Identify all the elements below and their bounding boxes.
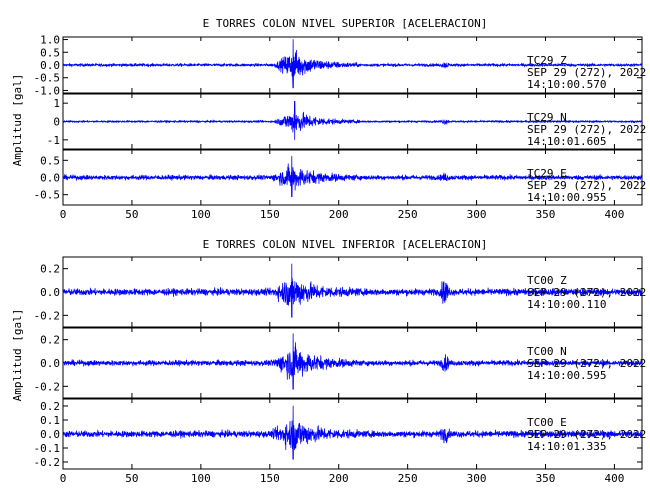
ytick-label-c0-s0-2: 0.0 xyxy=(40,59,60,72)
chart-title-upper: E TORRES COLON NIVEL SUPERIOR [ACELERACI… xyxy=(203,17,488,30)
xtick-label-c1-3: 150 xyxy=(260,472,280,485)
xtick-label-c1-7: 350 xyxy=(536,472,556,485)
date-label-c0-s1: SEP 29 (272), 2022 xyxy=(527,123,646,136)
ylabel-upper: Amplitud [gal] xyxy=(11,74,24,167)
time-label-c1-s0: 14:10:00.110 xyxy=(527,298,606,311)
ytick-label-c1-s1-0: 0.2 xyxy=(40,334,60,347)
ytick-label-c0-s0-4: -1.0 xyxy=(34,84,61,97)
trace-tc00-z xyxy=(62,263,643,318)
ytick-label-c0-s2-1: 0.0 xyxy=(40,172,60,185)
date-label-c1-s0: SEP 29 (272), 2022 xyxy=(527,286,646,299)
channel-label-c1-s1: TC00 N xyxy=(527,345,567,358)
xtick-label-c0-2: 100 xyxy=(191,208,211,221)
ytick-label-c1-s2-1: 0.1 xyxy=(40,414,60,427)
xtick-label-c1-6: 300 xyxy=(467,472,487,485)
xtick-label-c0-8: 400 xyxy=(604,208,624,221)
trace-tc00-n xyxy=(62,333,643,390)
time-label-c0-s0: 14:10:00.570 xyxy=(527,78,606,91)
ytick-label-c1-s2-0: 0.2 xyxy=(40,400,60,413)
ytick-label-c1-s1-1: 0.0 xyxy=(40,357,60,370)
xtick-label-c0-7: 350 xyxy=(536,208,556,221)
ylabel-lower: Amplitud [gal] xyxy=(11,309,24,402)
time-label-c1-s1: 14:10:00.595 xyxy=(527,369,606,382)
ytick-label-c0-s0-0: 1.0 xyxy=(40,34,60,47)
trace-tc29-e xyxy=(62,155,643,198)
trace-tc00-e xyxy=(62,405,643,460)
xtick-label-c0-4: 200 xyxy=(329,208,349,221)
ytick-label-c0-s2-2: -0.5 xyxy=(34,189,61,202)
xtick-label-c1-1: 50 xyxy=(125,472,138,485)
date-label-c1-s2: SEP 29 (272), 2022 xyxy=(527,428,646,441)
xtick-label-c0-1: 50 xyxy=(125,208,138,221)
trace-tc29-z xyxy=(62,39,643,89)
xtick-label-c0-0: 0 xyxy=(60,208,67,221)
ytick-label-c0-s2-0: 0.5 xyxy=(40,154,60,167)
xtick-label-c1-8: 400 xyxy=(604,472,624,485)
ytick-label-c0-s1-0: 1 xyxy=(53,97,60,110)
ytick-label-c1-s2-2: 0.0 xyxy=(40,428,60,441)
ytick-label-c1-s0-2: -0.2 xyxy=(34,309,61,322)
xtick-label-c0-5: 250 xyxy=(398,208,418,221)
chart-title-lower: E TORRES COLON NIVEL INFERIOR [ACELERACI… xyxy=(203,238,488,251)
time-label-c0-s1: 14:10:01.605 xyxy=(527,135,606,148)
date-label-c0-s2: SEP 29 (272), 2022 xyxy=(527,179,646,192)
channel-label-c0-s1: TC29 N xyxy=(527,111,567,124)
xtick-label-c1-5: 250 xyxy=(398,472,418,485)
ytick-label-c1-s1-2: -0.2 xyxy=(34,380,61,393)
ytick-label-c0-s0-3: -0.5 xyxy=(34,72,61,85)
channel-label-c1-s2: TC00 E xyxy=(527,416,567,429)
time-label-c0-s2: 14:10:00.955 xyxy=(527,191,606,204)
channel-label-c0-s2: TC29 E xyxy=(527,167,567,180)
ytick-label-c0-s1-1: 0 xyxy=(53,116,60,129)
channel-label-c1-s0: TC00 Z xyxy=(527,274,567,287)
ytick-label-c1-s0-0: 0.2 xyxy=(40,263,60,276)
ytick-label-c1-s0-1: 0.0 xyxy=(40,286,60,299)
xtick-label-c0-3: 150 xyxy=(260,208,280,221)
ytick-label-c0-s1-2: -1 xyxy=(47,134,60,147)
channel-label-c0-s0: TC29 Z xyxy=(527,54,567,67)
xtick-label-c1-4: 200 xyxy=(329,472,349,485)
date-label-c1-s1: SEP 29 (272), 2022 xyxy=(527,357,646,370)
date-label-c0-s0: SEP 29 (272), 2022 xyxy=(527,66,646,79)
ytick-label-c1-s2-4: -0.2 xyxy=(34,456,61,469)
trace-tc29-n xyxy=(62,100,643,141)
xtick-label-c0-6: 300 xyxy=(467,208,487,221)
xtick-label-c1-0: 0 xyxy=(60,472,67,485)
time-label-c1-s2: 14:10:01.335 xyxy=(527,440,606,453)
xtick-label-c1-2: 100 xyxy=(191,472,211,485)
ytick-label-c1-s2-3: -0.1 xyxy=(34,442,61,455)
ytick-label-c0-s0-1: 0.5 xyxy=(40,46,60,59)
